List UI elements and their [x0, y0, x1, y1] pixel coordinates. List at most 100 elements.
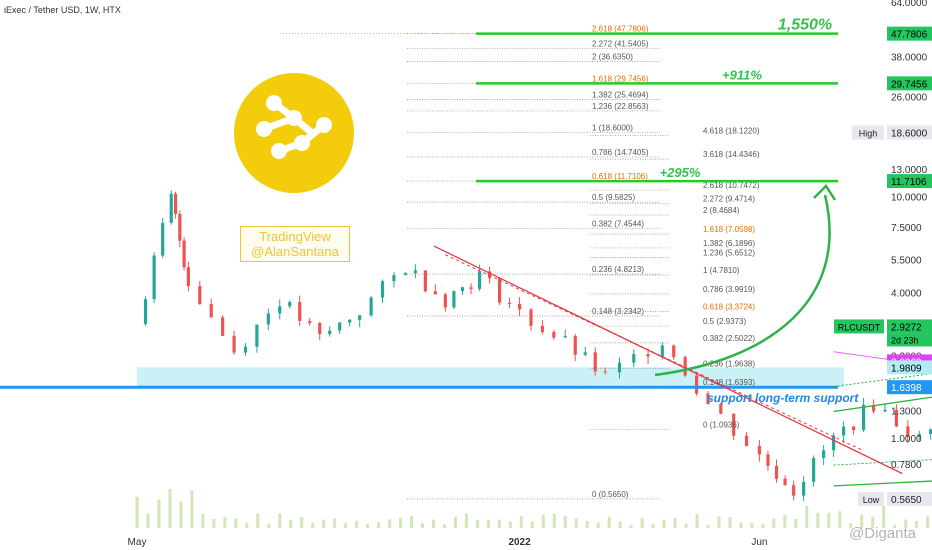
- volume-bar: [212, 519, 216, 528]
- candle-body: [308, 320, 312, 323]
- candle-body: [266, 313, 270, 325]
- candle-body: [583, 352, 587, 355]
- volume-bar: [684, 523, 688, 528]
- volume-bar: [728, 517, 732, 528]
- volume-bar: [761, 524, 765, 528]
- volume-bar: [915, 520, 919, 528]
- fib-level-label: 0.786 (3.9919): [703, 285, 755, 294]
- candle-body: [161, 222, 165, 256]
- price-tag-side-box: [858, 491, 884, 506]
- candle-body: [413, 270, 417, 274]
- volume-bar: [673, 517, 677, 528]
- volume-bar: [442, 524, 446, 528]
- volume-bar: [223, 516, 227, 528]
- price-tag-box: [887, 26, 932, 41]
- candle-body: [348, 319, 352, 323]
- fib-level-label: 0.382 (7.4544): [592, 219, 644, 228]
- price-tag-side-box: [852, 125, 884, 140]
- volume-bar: [453, 516, 457, 528]
- downtrend-line: [433, 245, 903, 475]
- volume-bar: [849, 522, 853, 528]
- price-tag-box: [887, 319, 932, 334]
- candle-body: [298, 302, 302, 321]
- price-tag-box: [887, 125, 932, 140]
- candle-body: [719, 403, 723, 414]
- y-axis-tick: 13.0000: [891, 165, 928, 176]
- candle-body: [694, 375, 699, 394]
- volume-bar: [344, 523, 348, 528]
- volume-bar: [739, 522, 743, 528]
- volume-bar: [475, 519, 479, 528]
- volume-bar: [486, 519, 490, 528]
- candle-body: [478, 271, 482, 289]
- candle-body: [812, 458, 816, 482]
- candle-body: [766, 454, 770, 466]
- downtrend-dashed-line: [445, 254, 863, 451]
- volume-bar: [234, 518, 238, 528]
- volume-bar: [146, 513, 150, 528]
- volume-bar: [355, 520, 359, 528]
- volume-bar: [772, 518, 776, 528]
- y-axis-tick: 0.7800: [891, 460, 922, 471]
- candle-body: [757, 445, 761, 455]
- candle-body: [423, 270, 427, 292]
- candle-body: [832, 435, 836, 451]
- candle-body: [929, 429, 932, 435]
- volume-bar: [552, 513, 556, 528]
- y-axis-tick: 64.0000: [891, 0, 928, 9]
- candle-body: [646, 354, 650, 357]
- volume-bar: [190, 490, 194, 528]
- price-tag-side-box: [834, 319, 884, 334]
- x-axis-tick: 2022: [508, 537, 531, 548]
- candle-body: [732, 413, 736, 436]
- volume-bar: [289, 519, 293, 528]
- iexec-logo-icon: [256, 95, 332, 159]
- price-tag-value: 18.6000: [891, 129, 928, 140]
- y-axis-tick: 38.0000: [891, 53, 928, 64]
- candle-body: [443, 294, 447, 308]
- volume-bar: [431, 519, 435, 528]
- candle-body: [573, 336, 577, 355]
- fib-level-label: 0.148 (1.6393): [703, 378, 755, 387]
- volume-bar: [904, 519, 908, 528]
- iexec-logo: [234, 73, 354, 193]
- candle-body: [221, 317, 225, 336]
- volume-bar: [871, 516, 875, 528]
- y-axis-tick: 5.5000: [891, 255, 922, 266]
- fib-level-label: 0.236 (1.9638): [703, 359, 755, 368]
- fib-level-label: 0.5 (2.9373): [703, 317, 746, 326]
- candle-body: [660, 345, 664, 357]
- volume-bar: [179, 501, 183, 528]
- fib-level-label: 1 (4.7810): [703, 266, 740, 275]
- fib-level-label: 3.618 (14.4346): [703, 150, 760, 159]
- candle-body: [744, 435, 749, 446]
- fib-level-label: 1.236 (22.8563): [592, 102, 649, 111]
- volume-bar: [201, 514, 205, 528]
- candle-body: [186, 267, 190, 287]
- volume-bar: [651, 523, 655, 528]
- x-axis-tick: May: [128, 537, 147, 548]
- volume-bar: [135, 496, 139, 528]
- price-tag-value: 47.7806: [891, 30, 928, 41]
- y-axis-tick: 7.5000: [891, 223, 922, 234]
- y-axis-tick: 1.3000: [891, 407, 922, 418]
- volume-bar: [640, 517, 644, 528]
- volume-bar: [827, 512, 831, 528]
- fib-level-label: 0.786 (14.7405): [592, 148, 649, 157]
- candle-body: [380, 281, 385, 298]
- volume-bar: [838, 511, 842, 528]
- price-tag-sub-label: 2d 23h: [891, 335, 919, 345]
- candle-body: [173, 193, 178, 214]
- candle-body: [517, 303, 522, 310]
- channel-lower-line: [833, 480, 932, 487]
- fib-level-label: 0.5 (9.5825): [592, 193, 635, 202]
- candle-body: [403, 273, 407, 276]
- chart-title: iExec / Tether USD, 1W, HTX: [4, 5, 121, 15]
- fib-level-label: 1.382 (6.1896): [703, 239, 755, 248]
- fib-level-label: 2.272 (9.4714): [703, 194, 755, 203]
- candle-body: [792, 485, 796, 496]
- candle-body: [369, 297, 373, 316]
- fib-level-label: 2 (8.4684): [703, 206, 740, 215]
- candle-body: [152, 255, 156, 300]
